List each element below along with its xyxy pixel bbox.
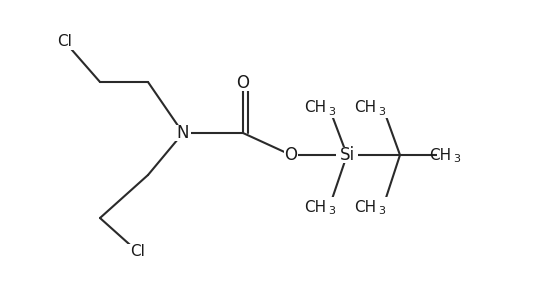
Text: 3: 3 [453,154,460,164]
Text: Cl: Cl [130,244,145,259]
FancyBboxPatch shape [336,147,358,163]
Text: N: N [177,124,189,142]
FancyBboxPatch shape [126,244,150,260]
FancyBboxPatch shape [53,34,77,50]
Text: 3: 3 [328,107,335,117]
FancyBboxPatch shape [312,197,348,217]
Text: CH: CH [304,101,326,116]
FancyBboxPatch shape [312,98,348,118]
FancyBboxPatch shape [362,98,398,118]
FancyBboxPatch shape [362,197,398,217]
Text: CH: CH [429,147,451,163]
Text: 3: 3 [328,206,335,216]
Text: 3: 3 [378,107,385,117]
FancyBboxPatch shape [236,75,250,91]
Text: 3: 3 [378,206,385,216]
Text: CH: CH [304,200,326,215]
FancyBboxPatch shape [437,145,473,165]
Text: O: O [284,146,298,164]
Text: O: O [236,74,250,92]
Text: CH: CH [354,200,376,215]
FancyBboxPatch shape [175,125,191,141]
Text: Cl: Cl [58,35,73,49]
Text: CH: CH [354,101,376,116]
Text: Si: Si [339,146,355,164]
FancyBboxPatch shape [284,147,298,163]
